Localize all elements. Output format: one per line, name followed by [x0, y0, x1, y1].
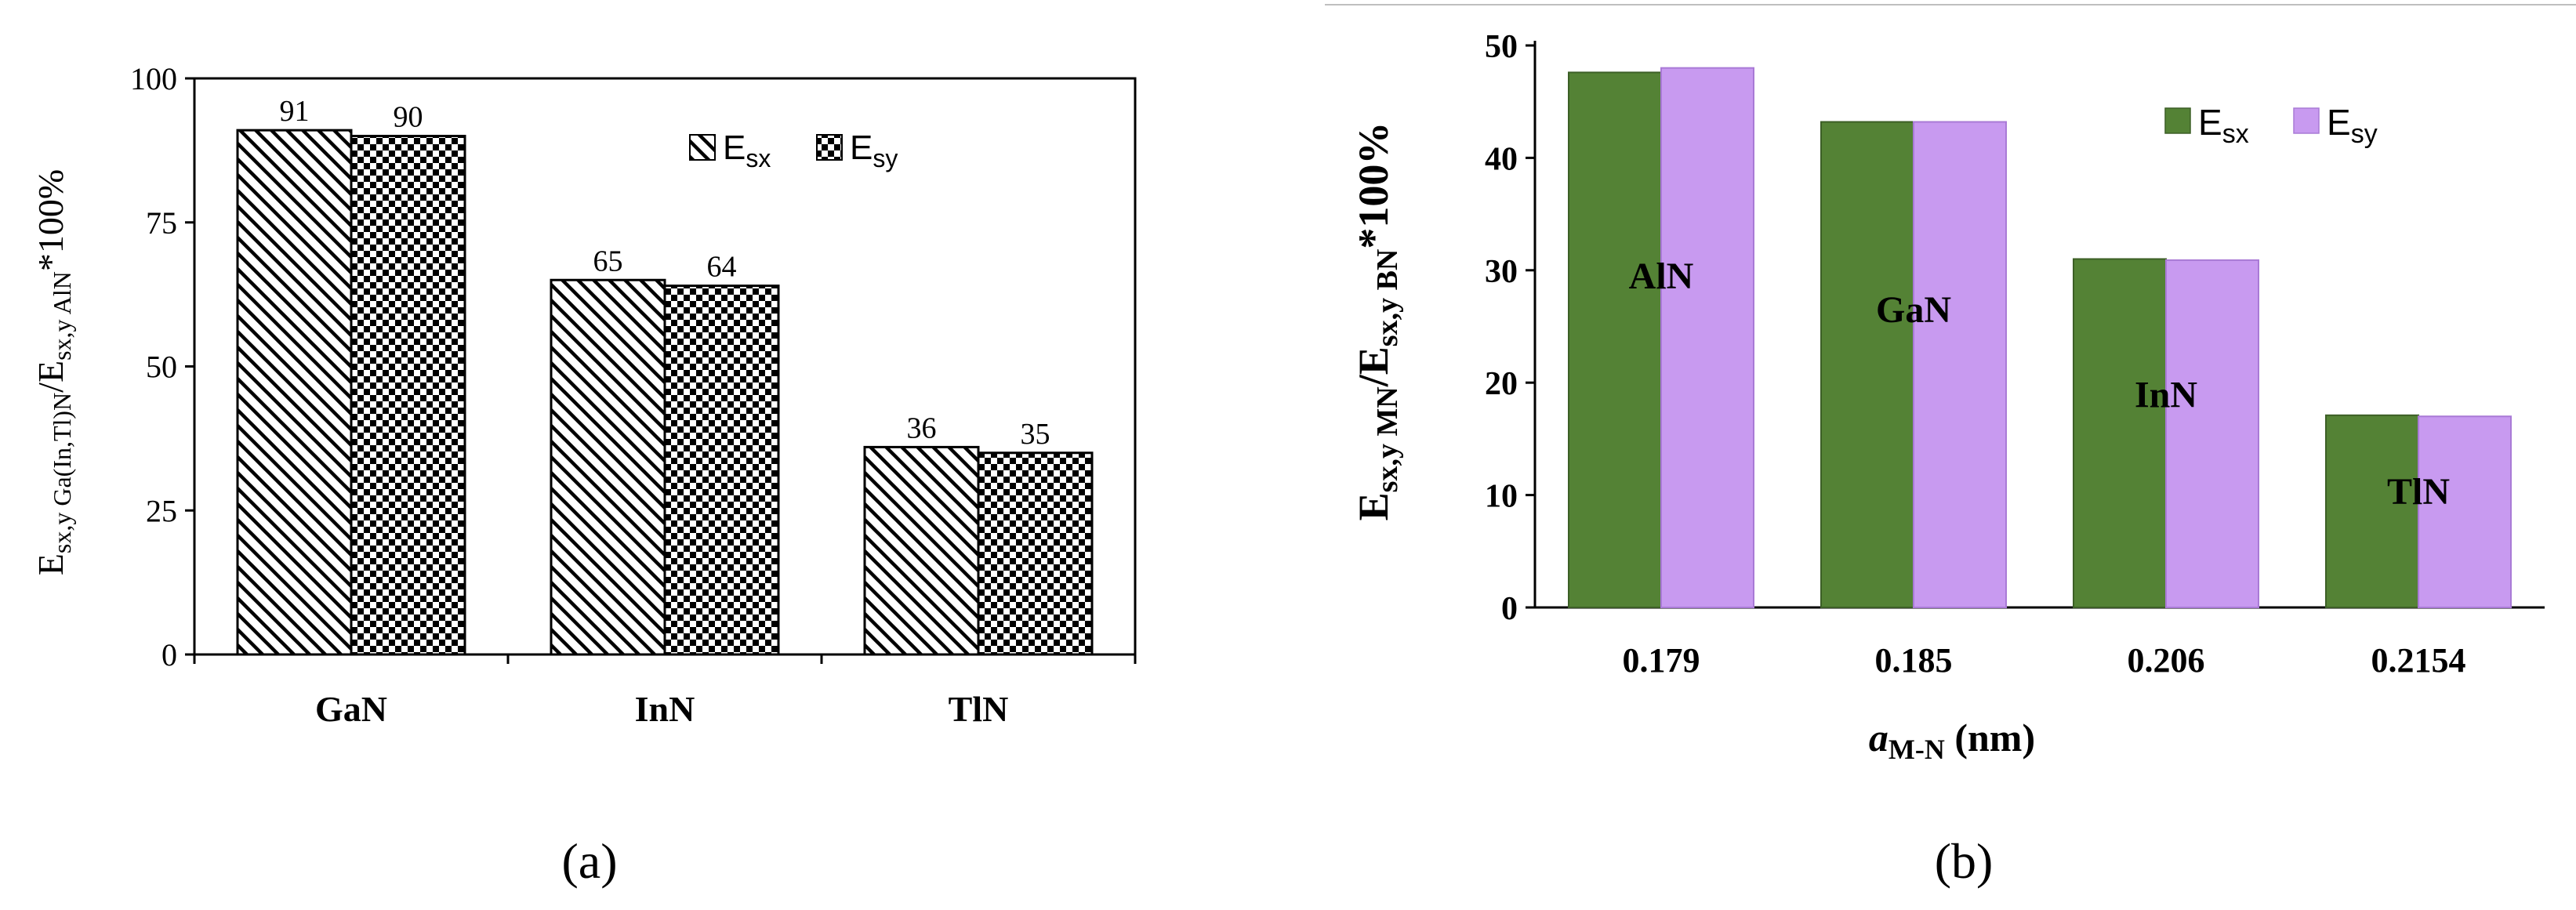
- chart-a-y-tick-label: 25: [146, 493, 177, 528]
- chart-b-y-tick-label: 20: [1485, 366, 1518, 402]
- legend-a-label-esx: Esx: [723, 129, 771, 172]
- chart-b-annotation: TlN: [2387, 471, 2450, 513]
- chart-b-annotation: GaN: [1876, 289, 1951, 331]
- legend-b-label-esx: Esx: [2198, 102, 2249, 149]
- chart-b-legend: Esx Esy: [2164, 102, 2378, 149]
- chart-a-y-axis-title: Esx,y Ga(In,Tl)N/Esx,y AlN*100%: [31, 169, 76, 575]
- bar-a-esy: [350, 135, 466, 656]
- chart-a: 0 25 50 75 100 91 90 65 64 36 35 GaN InN TlN Esx Es…: [31, 61, 1137, 889]
- chart-a-data-labels: 91 90 65 64 36 35: [280, 95, 1050, 451]
- bar-b-esx: [2325, 414, 2419, 609]
- chart-b-y-tick-label: 30: [1485, 254, 1518, 290]
- bar-b-esy: [2418, 415, 2512, 608]
- chart-b-y-tick-labels: 0 10 20 30 40 50: [1485, 29, 1518, 627]
- bar-b-esx: [1568, 71, 1662, 608]
- bar-a-esy: [663, 285, 780, 656]
- legend-b-label-esy: Esy: [2327, 102, 2378, 149]
- chart-b-annotations: AlN GaN InN TlN: [1629, 256, 2451, 513]
- chart-b-bars: [1568, 67, 2512, 609]
- chart-a-panel-label: (a): [561, 833, 617, 889]
- chart-b-category-label: 0.179: [1623, 641, 1700, 680]
- chart-b-y-tick-label: 40: [1485, 141, 1518, 177]
- chart-b-x-axis-title: aM-N (nm): [1869, 716, 2035, 765]
- bar-a-esy: [977, 451, 1094, 656]
- chart-b: 0 10 20 30 40 50 AlN GaN InN TlN 0.179 0.185 0.206…: [1325, 4, 2576, 889]
- chart-a-y-tick-label: 75: [146, 205, 177, 241]
- legend-b-swatch-esx: [2164, 107, 2191, 134]
- legend-a-label-esy: Esy: [850, 129, 898, 172]
- legend-a-swatch-esy: [816, 134, 843, 161]
- data-label-a-esx: 36: [907, 411, 937, 444]
- chart-b-y-tick-label: 10: [1485, 479, 1518, 515]
- chart-b-annotation: AlN: [1629, 256, 1694, 297]
- chart-a-legend: Esx Esy: [689, 129, 898, 172]
- bar-b-esx: [1820, 121, 1914, 608]
- data-label-a-esy: 90: [394, 101, 423, 134]
- chart-a-y-tick-label: 0: [161, 637, 177, 673]
- chart-b-category-label: 0.185: [1875, 641, 1953, 680]
- data-label-a-esx: 91: [280, 95, 310, 128]
- legend-a-swatch-esx: [689, 134, 716, 161]
- chart-a-category-label: TlN: [949, 689, 1009, 729]
- legend-b-swatch-esy: [2293, 107, 2320, 134]
- chart-a-y-tick-labels: 0 25 50 75 100: [130, 61, 177, 673]
- chart-a-y-tick-label: 50: [146, 350, 177, 385]
- chart-a-category-label: GaN: [315, 689, 387, 729]
- chart-b-panel-label: (b): [1935, 833, 1994, 889]
- data-label-a-esx: 65: [593, 245, 623, 277]
- chart-b-y-tick-label: 0: [1501, 591, 1518, 627]
- data-label-a-esy: 64: [707, 251, 737, 284]
- chart-b-category-labels: 0.179 0.185 0.206 0.2154: [1623, 641, 2466, 680]
- chart-a-y-tick-label: 100: [130, 61, 177, 96]
- chart-b-annotation: InN: [2135, 374, 2197, 415]
- bar-b-esy: [2165, 259, 2259, 608]
- chart-a-category-labels: GaN InN TlN: [315, 689, 1008, 729]
- bar-a-esx: [236, 129, 353, 656]
- chart-a-category-label: InN: [635, 689, 695, 729]
- bar-a-esx: [550, 278, 666, 656]
- chart-a-bars: [236, 129, 1094, 656]
- chart-b-category-label: 0.206: [2128, 641, 2205, 680]
- bar-b-esx: [2073, 258, 2167, 608]
- chart-b-category-label: 0.2154: [2371, 641, 2466, 680]
- bar-b-esy: [1913, 121, 2007, 608]
- chart-b-y-tick-label: 50: [1485, 29, 1518, 65]
- bar-b-esy: [1660, 67, 1754, 609]
- bar-a-esx: [863, 445, 980, 656]
- data-label-a-esy: 35: [1021, 418, 1050, 451]
- chart-b-y-axis-title: Esx,y MN/Esx,y BN*100%: [1350, 122, 1404, 521]
